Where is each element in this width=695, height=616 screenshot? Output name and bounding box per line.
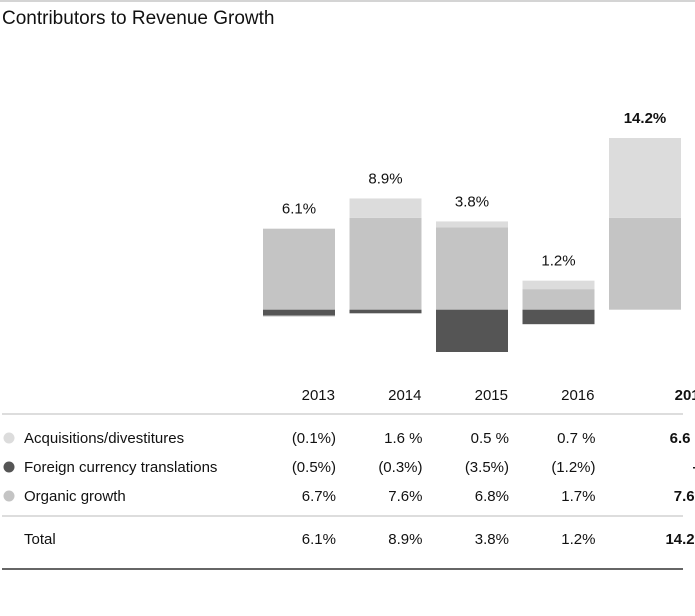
- table-cell: 0.7 %: [557, 430, 595, 447]
- table-cell: 14.2%: [665, 531, 695, 548]
- total-label: 3.8%: [455, 193, 489, 210]
- total-label: 14.2%: [624, 110, 667, 127]
- table-cell: 1.6 %: [384, 430, 422, 447]
- bar-segment: [263, 315, 335, 317]
- table-cell: 0.5 %: [471, 430, 509, 447]
- table-cell: 6.6 %: [670, 430, 695, 447]
- bar-segment: [349, 309, 422, 314]
- chart-title: Contributors to Revenue Growth: [2, 8, 274, 29]
- legend-marker: [3, 432, 15, 444]
- bar-segment: [436, 227, 508, 310]
- total-label: 1.2%: [541, 253, 575, 270]
- legend-marker: [3, 461, 15, 473]
- column-header: 2017: [675, 387, 695, 404]
- table-cell: 7.6%: [674, 488, 695, 505]
- bar-segment: [263, 228, 335, 310]
- table-cell: (1.2%): [551, 459, 595, 476]
- table-cell: 1.2%: [561, 531, 595, 548]
- column-header: 2016: [561, 387, 594, 404]
- bar-segment: [522, 309, 595, 325]
- row-label: Total: [24, 531, 56, 548]
- table-cell: (3.5%): [465, 459, 509, 476]
- column-header: 2015: [475, 387, 508, 404]
- row-label: Acquisitions/divestitures: [24, 430, 184, 447]
- table-cell: 6.1%: [302, 531, 336, 548]
- column-header: 2013: [302, 387, 335, 404]
- table-cell: 8.9%: [388, 531, 422, 548]
- table-cell: 7.6%: [388, 488, 422, 505]
- bar-segment: [263, 309, 335, 316]
- bar-segment: [436, 309, 508, 352]
- table-cell: 6.8%: [475, 488, 509, 505]
- table-cell: 1.7%: [561, 488, 595, 505]
- table-cell: (0.3%): [378, 459, 422, 476]
- table-cell: 6.7%: [302, 488, 336, 505]
- row-label: Organic growth: [24, 488, 126, 505]
- bar-segment: [349, 198, 422, 218]
- column-header: 2014: [388, 387, 421, 404]
- bar-segment: [436, 221, 508, 228]
- legend-marker: [3, 490, 15, 502]
- total-label: 8.9%: [368, 170, 402, 187]
- table-cell: (0.1%): [292, 430, 336, 447]
- bar-segment: [522, 280, 595, 290]
- bar-segment: [609, 138, 681, 218]
- total-label: 6.1%: [282, 201, 316, 218]
- bar-segment: [349, 217, 422, 310]
- table-cell: 3.8%: [475, 531, 509, 548]
- bar-segment: [609, 217, 681, 310]
- table-cell: (0.5%): [292, 459, 336, 476]
- table-cell: —: [693, 459, 695, 476]
- bar-segment: [522, 289, 595, 310]
- row-label: Foreign currency translations: [24, 459, 217, 476]
